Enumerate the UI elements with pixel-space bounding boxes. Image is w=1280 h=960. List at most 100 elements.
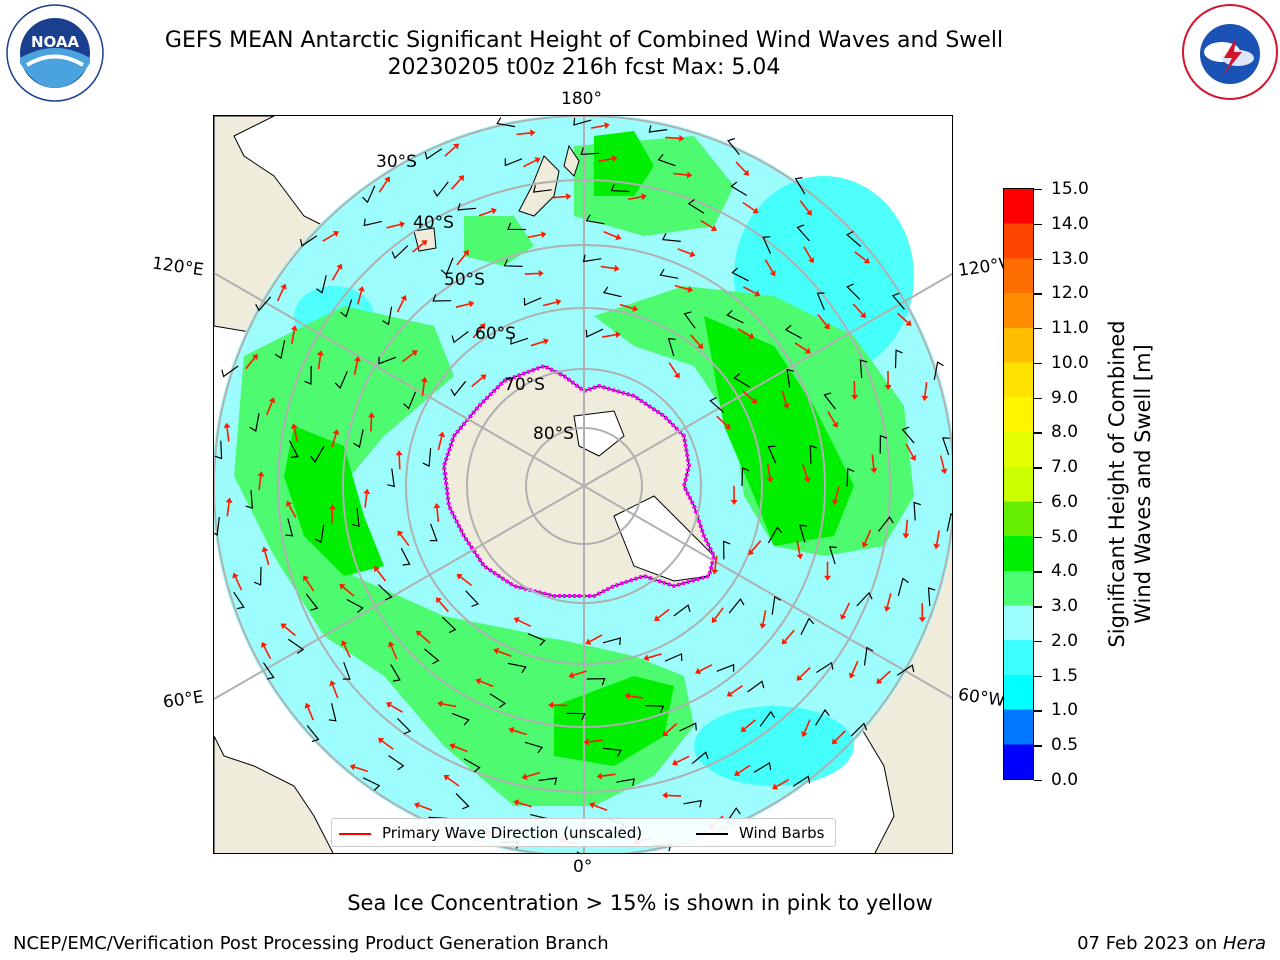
wind-barb — [816, 292, 825, 311]
wave-arrow-head — [710, 225, 717, 231]
wave-arrow-head — [354, 356, 361, 362]
wind-barb — [645, 705, 665, 713]
wave-arrow-head — [860, 312, 866, 319]
wave-arrow-head — [268, 397, 276, 404]
wind-barb — [863, 646, 874, 666]
wave-arrow-head — [436, 597, 442, 604]
colorbar-tick-label: 3.0 — [1051, 596, 1079, 617]
wind-barb — [846, 467, 855, 487]
wave-arrow-head — [748, 549, 755, 556]
colorbar-tick-label: 12.0 — [1051, 283, 1089, 304]
wave-arrow-head — [479, 323, 486, 330]
wind-barb — [433, 181, 449, 198]
wave-arrow-head — [883, 606, 891, 612]
wave-arrow-head — [421, 240, 428, 246]
wave-direction-arrow — [542, 301, 557, 307]
wave-direction-arrow — [764, 259, 774, 273]
wind-barb — [440, 257, 454, 276]
wave-arrow-head — [368, 412, 375, 418]
wave-arrow-head — [801, 731, 808, 737]
wave-arrow-head — [349, 763, 356, 771]
wave-direction-arrow — [437, 436, 443, 451]
chart-subtitle: 20230205 t00z 216h fcst Max: 5.04 — [387, 55, 781, 80]
wave-arrow-head — [615, 331, 621, 339]
wave-direction-arrow — [924, 382, 928, 397]
wave-direction-arrow — [322, 233, 336, 242]
colorbar-tick-label: 8.0 — [1051, 422, 1079, 443]
wind-barb — [891, 292, 905, 310]
wave-direction-arrow — [357, 290, 363, 305]
wave-arrow-head — [695, 667, 702, 675]
wind-barb — [856, 591, 873, 607]
wave-arrow-head — [772, 783, 779, 790]
wind-barb — [424, 148, 443, 160]
colorbar-tick-label: 6.0 — [1051, 491, 1079, 512]
wave-direction-arrow — [331, 267, 341, 281]
parallel-label-60s: 60°S — [475, 324, 516, 344]
wave-direction-arrow — [284, 625, 296, 637]
wave-arrow-head — [223, 422, 231, 429]
wave-direction-arrow — [305, 578, 315, 592]
wave-arrow-head — [918, 617, 926, 623]
wind-barb — [664, 653, 683, 662]
colorbar-title-line1: Significant Height of Combined — [1105, 320, 1129, 648]
colorbar-tick — [1034, 362, 1042, 365]
wave-arrow-head — [555, 298, 562, 306]
wind-barb — [391, 245, 409, 260]
legend-barb-label: Wind Barbs — [739, 824, 825, 842]
wave-direction-arrow — [588, 739, 603, 743]
wind-barb — [221, 365, 239, 378]
wave-direction-arrow — [657, 608, 670, 619]
wind-barb — [828, 546, 837, 565]
wave-direction-arrow — [226, 427, 230, 442]
wave-direction-arrow — [266, 401, 273, 416]
legend: Primary Wave Direction (unscaled) Wind B… — [331, 818, 836, 847]
wave-direction-arrow — [744, 719, 757, 730]
wave-direction-arrow — [527, 233, 542, 239]
wave-direction-arrow — [245, 357, 256, 370]
meridian-label-180: 180° — [561, 89, 602, 109]
wave-arrow-head — [280, 283, 287, 290]
wave-arrow-head — [905, 320, 912, 326]
wind-barb — [679, 722, 697, 732]
wind-barb — [377, 584, 393, 601]
wind-barb — [913, 501, 921, 521]
wave-direction-arrow — [784, 629, 795, 642]
wave-direction-arrow — [353, 360, 359, 375]
wind-barb — [400, 547, 411, 566]
wave-arrow-head — [395, 450, 403, 456]
wave-arrow-head — [861, 541, 869, 548]
wave-direction-arrow — [742, 201, 755, 212]
colorbar-tick — [1034, 258, 1042, 260]
legend-wave-label: Primary Wave Direction (unscaled) — [382, 824, 643, 842]
wind-barb — [363, 218, 382, 227]
wind-barb — [602, 747, 622, 757]
wind-barb — [328, 703, 337, 722]
wave-direction-arrow — [802, 464, 808, 479]
wind-barb — [683, 799, 702, 808]
wave-arrow-head — [589, 802, 596, 809]
wave-arrow-head — [261, 546, 269, 553]
wave-arrow-head — [863, 257, 870, 264]
wave-arrow-head — [328, 504, 336, 510]
wave-arrow-head — [724, 423, 731, 430]
wave-direction-arrow — [263, 646, 272, 660]
wind-barb — [314, 524, 325, 544]
wave-direction-arrow — [399, 533, 410, 547]
wind-barb — [823, 392, 836, 410]
wave-arrow-head — [420, 376, 428, 383]
wave-direction-arrow — [794, 342, 808, 352]
wind-barb — [496, 117, 516, 128]
wind-barb — [305, 593, 319, 611]
wave-arrow-head — [280, 623, 287, 630]
colorbar-tick-label: 1.0 — [1051, 700, 1079, 721]
polar-map-canvas — [214, 116, 952, 853]
wave-direction-arrow — [552, 195, 567, 199]
wind-barb — [815, 708, 830, 726]
wave-direction-arrow — [851, 660, 859, 675]
wind-barb — [450, 380, 467, 397]
wind-barb — [566, 712, 586, 721]
wind-barb — [846, 283, 861, 300]
wave-direction-arrow — [677, 248, 692, 255]
wind-barb — [933, 361, 944, 380]
